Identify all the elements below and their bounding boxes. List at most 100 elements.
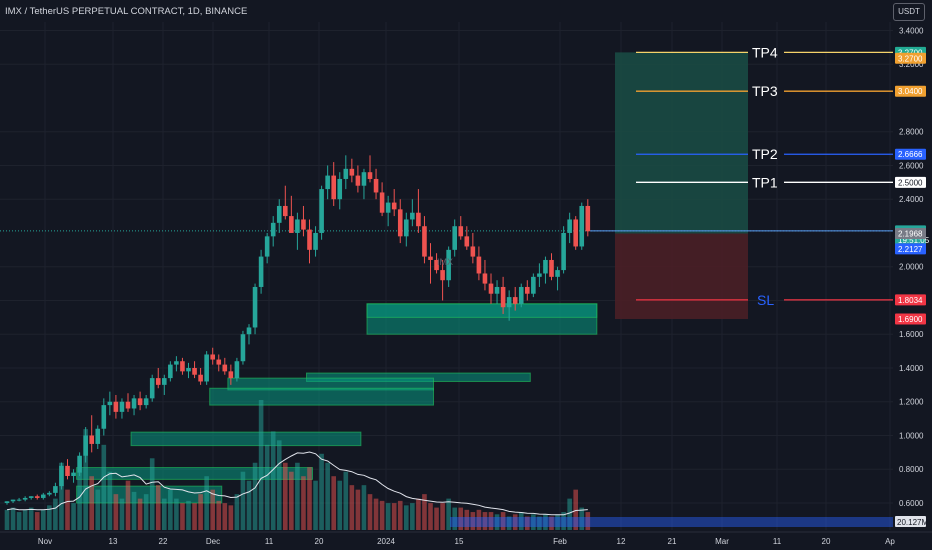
time-axis: Nov 13 22 Dec 11 20 2024 15 Feb 12 21 Mar 11 20 Ap xyxy=(0,531,932,546)
volume-bars xyxy=(4,400,893,530)
candle-body xyxy=(555,270,560,277)
volume-bar xyxy=(210,489,215,530)
volume-bar xyxy=(89,476,94,530)
loss-zone xyxy=(615,233,748,320)
candle-body xyxy=(343,168,349,179)
volume-bar xyxy=(149,458,155,530)
price-tag-text: 2.1968 xyxy=(898,230,923,239)
volume-bar xyxy=(186,500,191,530)
volume-bar xyxy=(397,500,403,530)
price-tick-label: 0.8000 xyxy=(899,465,924,474)
volume-moving-average-line xyxy=(6,451,588,516)
price-tag xyxy=(895,148,926,160)
candle-body xyxy=(470,246,476,257)
volume-bar xyxy=(458,507,464,530)
candle-body xyxy=(186,367,191,372)
candle-body xyxy=(361,172,367,186)
candle-body xyxy=(506,297,512,308)
level-label: SL xyxy=(757,292,774,308)
price-tag-text: 2.2127 xyxy=(898,245,923,254)
candle-body xyxy=(349,168,355,176)
candle-body xyxy=(428,256,433,260)
level-label: TP4 xyxy=(752,44,778,60)
candle-body xyxy=(337,178,343,200)
candle-body xyxy=(355,175,361,186)
volume-bar xyxy=(313,480,318,530)
candle-body xyxy=(264,236,270,257)
candle-body xyxy=(83,435,88,456)
candle-body xyxy=(543,259,548,274)
candle-body xyxy=(488,283,494,294)
volume-bar xyxy=(367,494,373,530)
time-tick-label: 22 xyxy=(159,537,168,546)
volume-bar xyxy=(204,476,209,530)
volume-bar xyxy=(349,485,355,530)
price-tag-text: 2.6666 xyxy=(898,150,923,159)
candle-body xyxy=(107,401,113,406)
candle-body xyxy=(22,497,28,500)
volume-bar xyxy=(373,498,379,530)
symbol-label: IMX xyxy=(437,257,453,267)
volume-bar xyxy=(512,514,518,530)
price-tag xyxy=(895,85,926,97)
candle-body xyxy=(71,472,76,476)
candle-body xyxy=(204,354,209,382)
candle-body xyxy=(373,178,379,193)
volume-bar xyxy=(537,516,542,530)
volume-bar xyxy=(452,507,457,530)
candle-body xyxy=(416,212,421,227)
candle-body xyxy=(404,219,409,237)
candle-body xyxy=(119,401,125,412)
volume-bar xyxy=(531,514,536,530)
volume-bar xyxy=(428,503,433,530)
candle-body xyxy=(228,371,234,379)
time-tick-label: 21 xyxy=(668,537,677,546)
time-tick-label: 2024 xyxy=(377,537,395,546)
candle-body xyxy=(16,499,22,501)
candle-body xyxy=(476,256,482,274)
volume-bar xyxy=(246,480,252,530)
currency-unit-button[interactable]: USDT xyxy=(893,3,925,21)
volume-bar xyxy=(228,505,234,530)
candle-body xyxy=(149,378,155,399)
candle-body xyxy=(216,359,222,365)
price-tick-label: 2.8000 xyxy=(899,128,924,137)
volume-bar xyxy=(10,507,16,530)
candle-body xyxy=(325,175,330,190)
volume-bar xyxy=(258,400,264,530)
volume-bar xyxy=(506,516,512,530)
volume-bar xyxy=(101,444,107,530)
volume-bar xyxy=(252,462,258,530)
time-tick-label: 12 xyxy=(617,537,626,546)
candle-body xyxy=(53,486,58,493)
price-tick-label: 1.2000 xyxy=(899,398,924,407)
volume-bar xyxy=(143,494,149,530)
candle-body xyxy=(295,219,300,233)
volume-bar xyxy=(162,498,167,530)
level-label: TP1 xyxy=(752,174,778,190)
volume-bar xyxy=(355,489,361,530)
candle-body xyxy=(283,205,288,217)
volume-bar xyxy=(53,498,58,530)
volume-bar xyxy=(107,471,113,530)
price-tick-label: 3.4000 xyxy=(899,26,924,35)
volume-bar xyxy=(270,431,276,530)
candle-body xyxy=(410,212,415,220)
volume-bar xyxy=(113,494,119,530)
support-zone xyxy=(366,303,598,318)
candles: IMX xyxy=(4,155,591,505)
time-tick-label: 11 xyxy=(265,537,274,546)
candle-body xyxy=(531,276,536,294)
price-tag-text: 3.0400 xyxy=(898,87,923,96)
candle-body xyxy=(276,205,282,223)
profit-zone xyxy=(615,52,748,234)
volume-bar xyxy=(579,507,585,530)
price-tag xyxy=(895,176,926,188)
volume-bar xyxy=(34,512,40,530)
volume-bar xyxy=(555,514,560,530)
candle-body xyxy=(240,334,246,362)
volume-bar xyxy=(119,498,125,530)
volume-bar xyxy=(155,485,161,530)
candle-body xyxy=(143,398,149,406)
